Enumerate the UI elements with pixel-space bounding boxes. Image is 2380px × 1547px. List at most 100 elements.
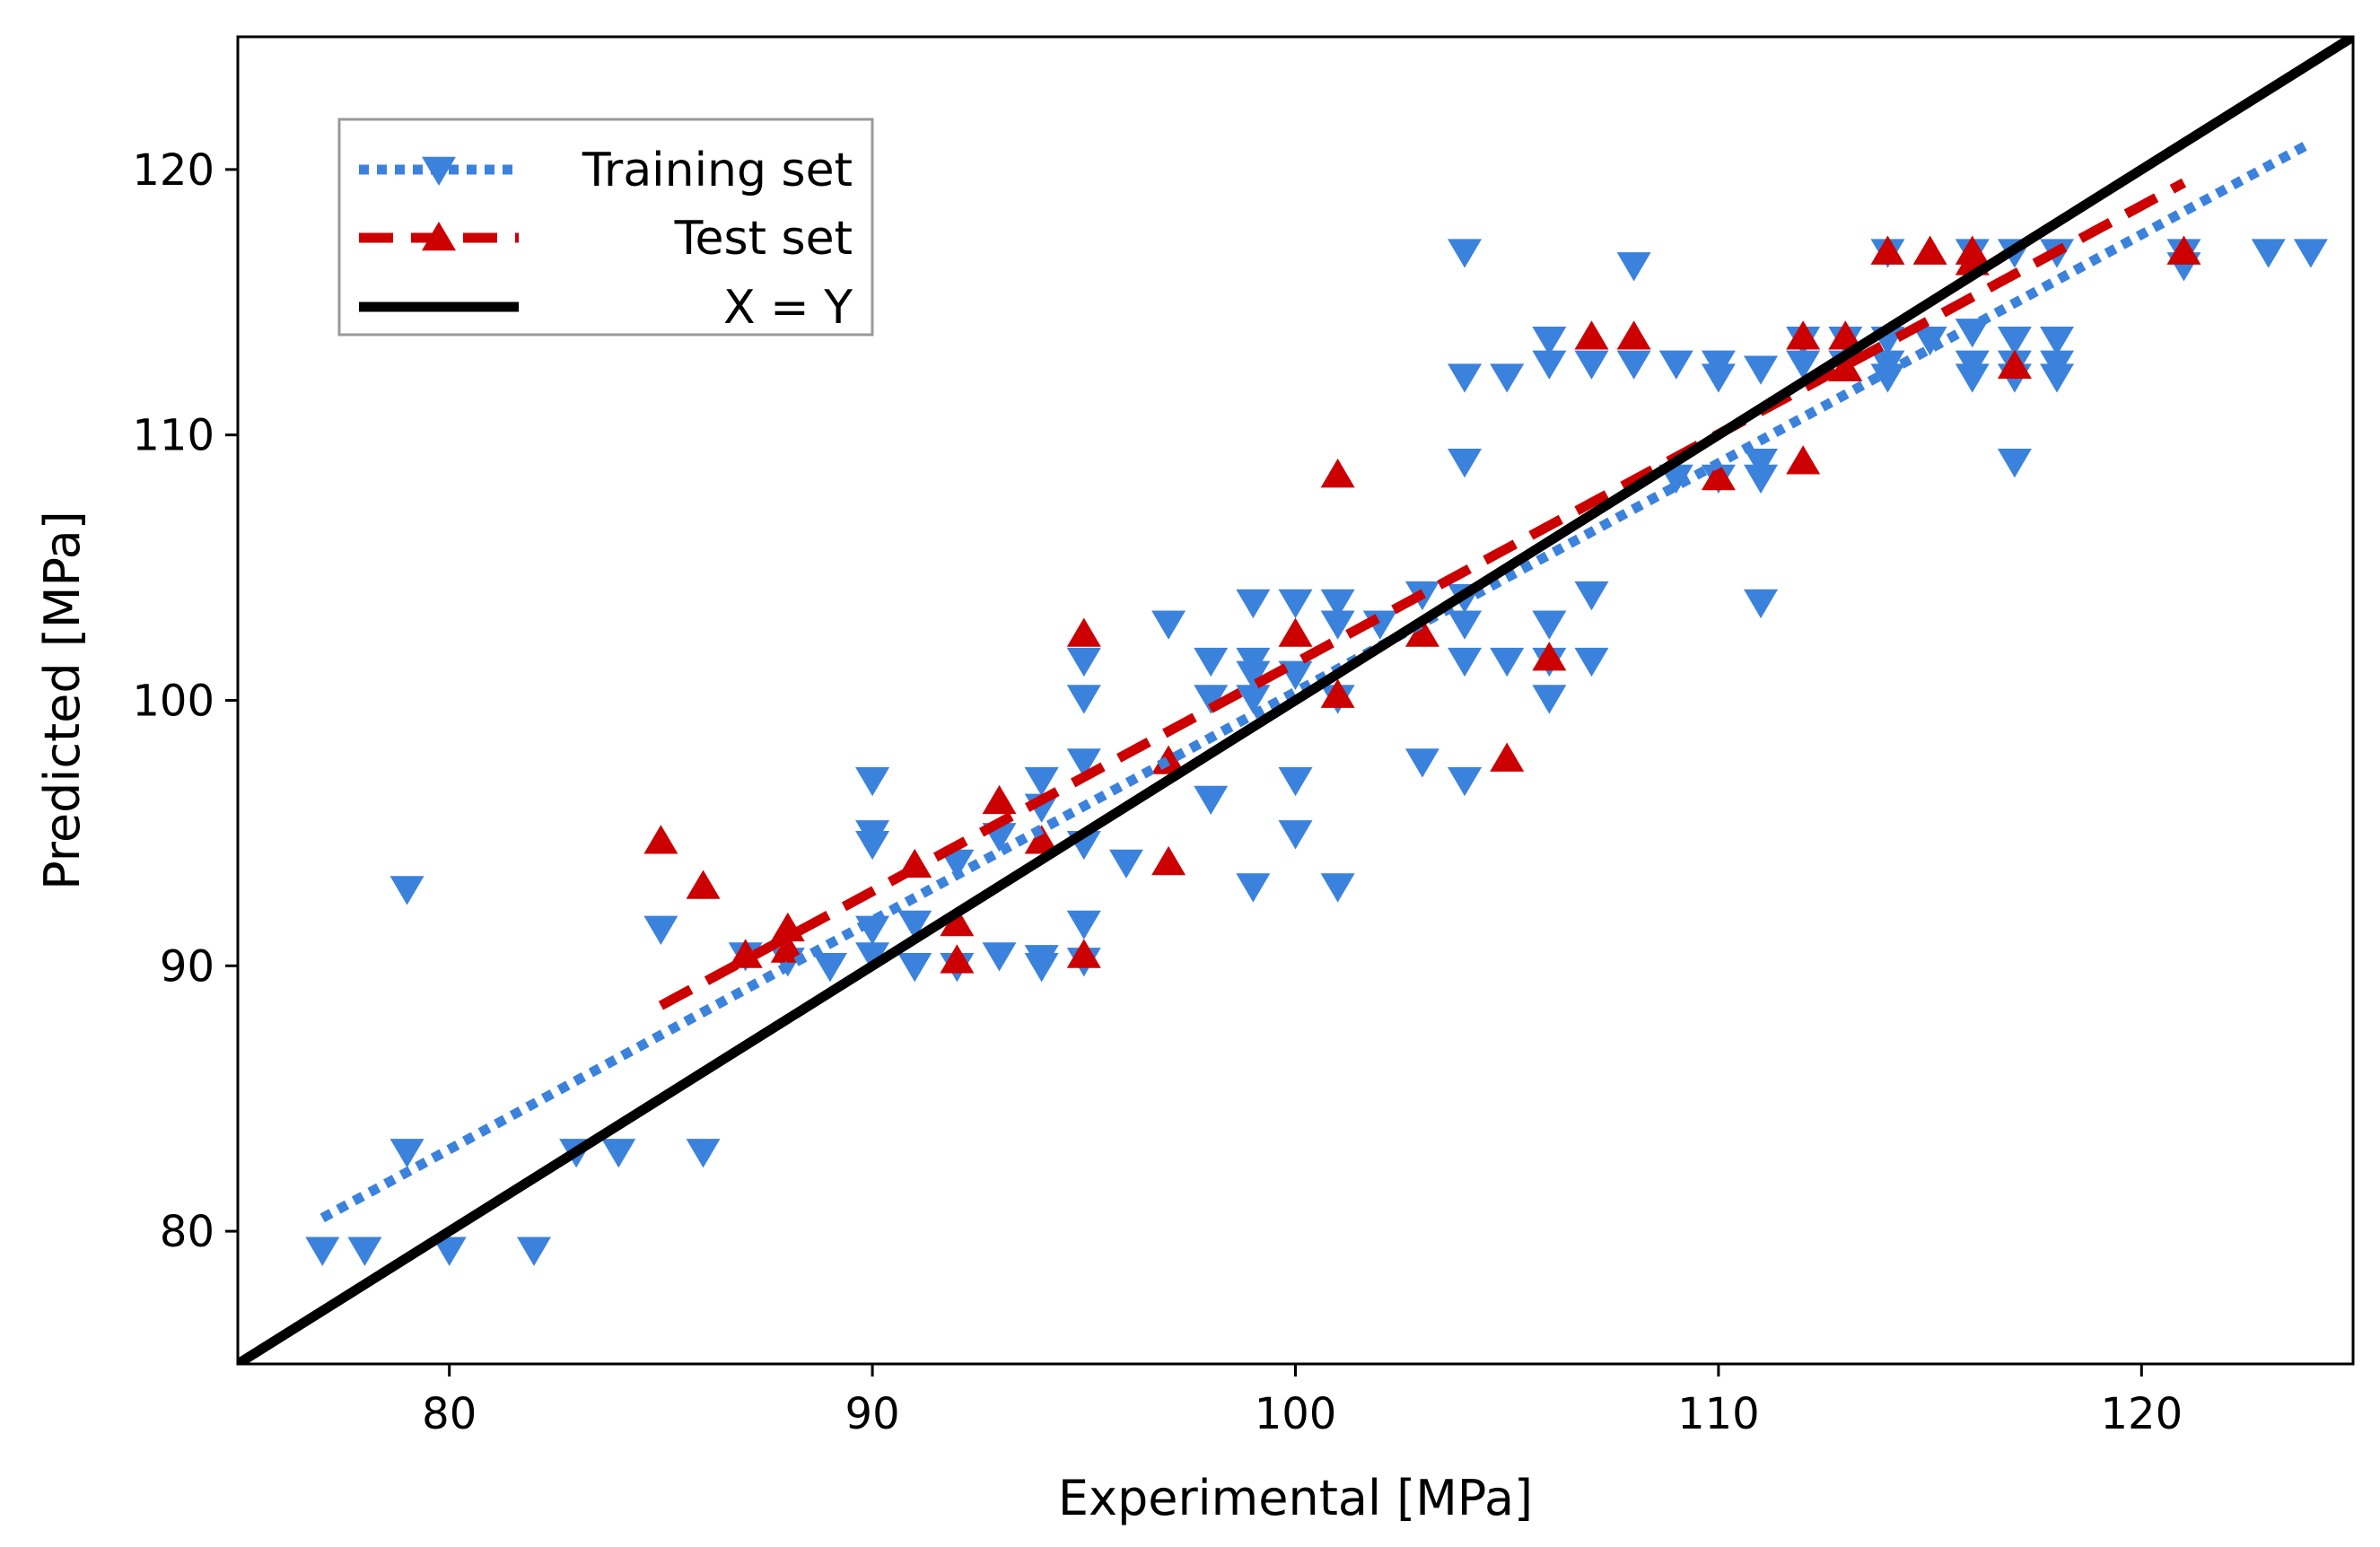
training-point: [1320, 610, 1355, 640]
training-point: [1616, 252, 1651, 282]
training-point: [1574, 647, 1609, 677]
test-point: [1024, 825, 1059, 854]
test-point: [1828, 320, 1863, 350]
training-point: [1448, 766, 1483, 797]
training-point: [2040, 350, 2075, 380]
training-point: [1448, 449, 1483, 478]
training-point: [1066, 685, 1101, 714]
training-point: [1151, 610, 1186, 640]
test-point: [643, 825, 678, 854]
training-point: [643, 915, 678, 945]
training-point: [1448, 239, 1483, 268]
test-point: [770, 912, 805, 942]
test-point: [1912, 235, 1947, 265]
training-point: [1532, 685, 1567, 714]
test-point: [940, 906, 975, 937]
training-point: [389, 1139, 424, 1168]
training-point: [855, 830, 890, 861]
y-tick-label: 100: [132, 677, 214, 727]
training-point: [855, 942, 890, 972]
legend-training-label: Training set: [582, 144, 853, 197]
training-point: [1448, 647, 1483, 677]
test-point: [1278, 617, 1313, 647]
training-point: [982, 942, 1017, 972]
test-point: [1066, 617, 1101, 647]
training-point: [1236, 589, 1271, 619]
test-point: [686, 870, 721, 899]
test-point: [940, 944, 975, 974]
training-point: [897, 910, 932, 940]
x-tick-label: 120: [2100, 1389, 2183, 1439]
training-point: [1616, 350, 1651, 380]
y-tick-label: 120: [132, 145, 214, 196]
training-point: [432, 1237, 467, 1266]
identity-line: [238, 37, 2353, 1364]
legend-training-marker: [422, 156, 456, 187]
training-point: [1194, 785, 1229, 815]
training-point: [1108, 849, 1143, 878]
x-tick-label: 100: [1255, 1389, 1337, 1439]
training-point: [940, 849, 975, 878]
axes: 80 90 100 110 120 80 90 100 110 120 Experimental […: [34, 35, 2355, 1526]
legend: Training set Test set X = Y: [337, 118, 874, 336]
training-point: [1236, 685, 1271, 714]
training-point: [1320, 873, 1355, 903]
x-tick-label: 80: [422, 1389, 477, 1439]
training-point: [389, 876, 424, 905]
training-point: [1532, 326, 1567, 356]
test-point: [1320, 678, 1355, 708]
training-point: [1532, 350, 1567, 380]
test-point: [728, 939, 763, 968]
test-point: [1066, 939, 1101, 968]
training-point: [1490, 363, 1525, 393]
test-point: [1532, 642, 1567, 671]
training-point: [347, 1237, 382, 1266]
training-point: [2293, 239, 2328, 268]
y-tick-label: 110: [132, 411, 214, 461]
training-point: [1744, 449, 1779, 478]
test-point: [1955, 235, 1990, 265]
training-point: [686, 1139, 721, 1168]
training-point: [1066, 748, 1101, 778]
training-point: [1024, 953, 1059, 983]
test-point: [1616, 320, 1651, 350]
training-point: [1066, 910, 1101, 940]
x-tick-label: 90: [845, 1389, 900, 1439]
training-point: [1066, 647, 1101, 677]
training-point: [1278, 660, 1313, 690]
test-point: [1870, 235, 1905, 265]
training-point: [1236, 873, 1271, 903]
x-axis-label: Experimental [MPa]: [1058, 1470, 1533, 1526]
y-tick-label: 90: [160, 941, 214, 992]
training-point: [1574, 350, 1609, 380]
training-point: [1448, 610, 1483, 640]
training-point: [1404, 748, 1439, 778]
training-point: [1490, 647, 1525, 677]
test-point: [1574, 320, 1609, 350]
test-point: [1997, 349, 2032, 380]
x-tick-label: 110: [1677, 1389, 1760, 1439]
training-point: [1278, 589, 1313, 619]
training-point: [601, 1139, 636, 1168]
training-point: [1574, 581, 1609, 611]
test-point: [1490, 742, 1525, 772]
test-point: [1320, 459, 1355, 488]
training-point: [1448, 363, 1483, 393]
legend-box: [337, 118, 874, 336]
training-point: [812, 953, 847, 983]
training-point: [1744, 464, 1779, 494]
test-point: [982, 784, 1017, 815]
legend-test-marker: [422, 221, 456, 251]
test-fit-line: [658, 178, 2187, 1010]
training-point: [305, 1237, 340, 1266]
training-point: [1997, 326, 2032, 356]
test-point: [1786, 445, 1821, 475]
training-point: [855, 915, 890, 945]
training-point: [1744, 589, 1779, 619]
training-point: [1194, 685, 1229, 714]
training-point: [1024, 766, 1059, 797]
plot-area: [238, 37, 2353, 1364]
test-point: [1404, 617, 1439, 647]
training-point: [1955, 350, 1990, 380]
training-point: [1194, 647, 1229, 677]
